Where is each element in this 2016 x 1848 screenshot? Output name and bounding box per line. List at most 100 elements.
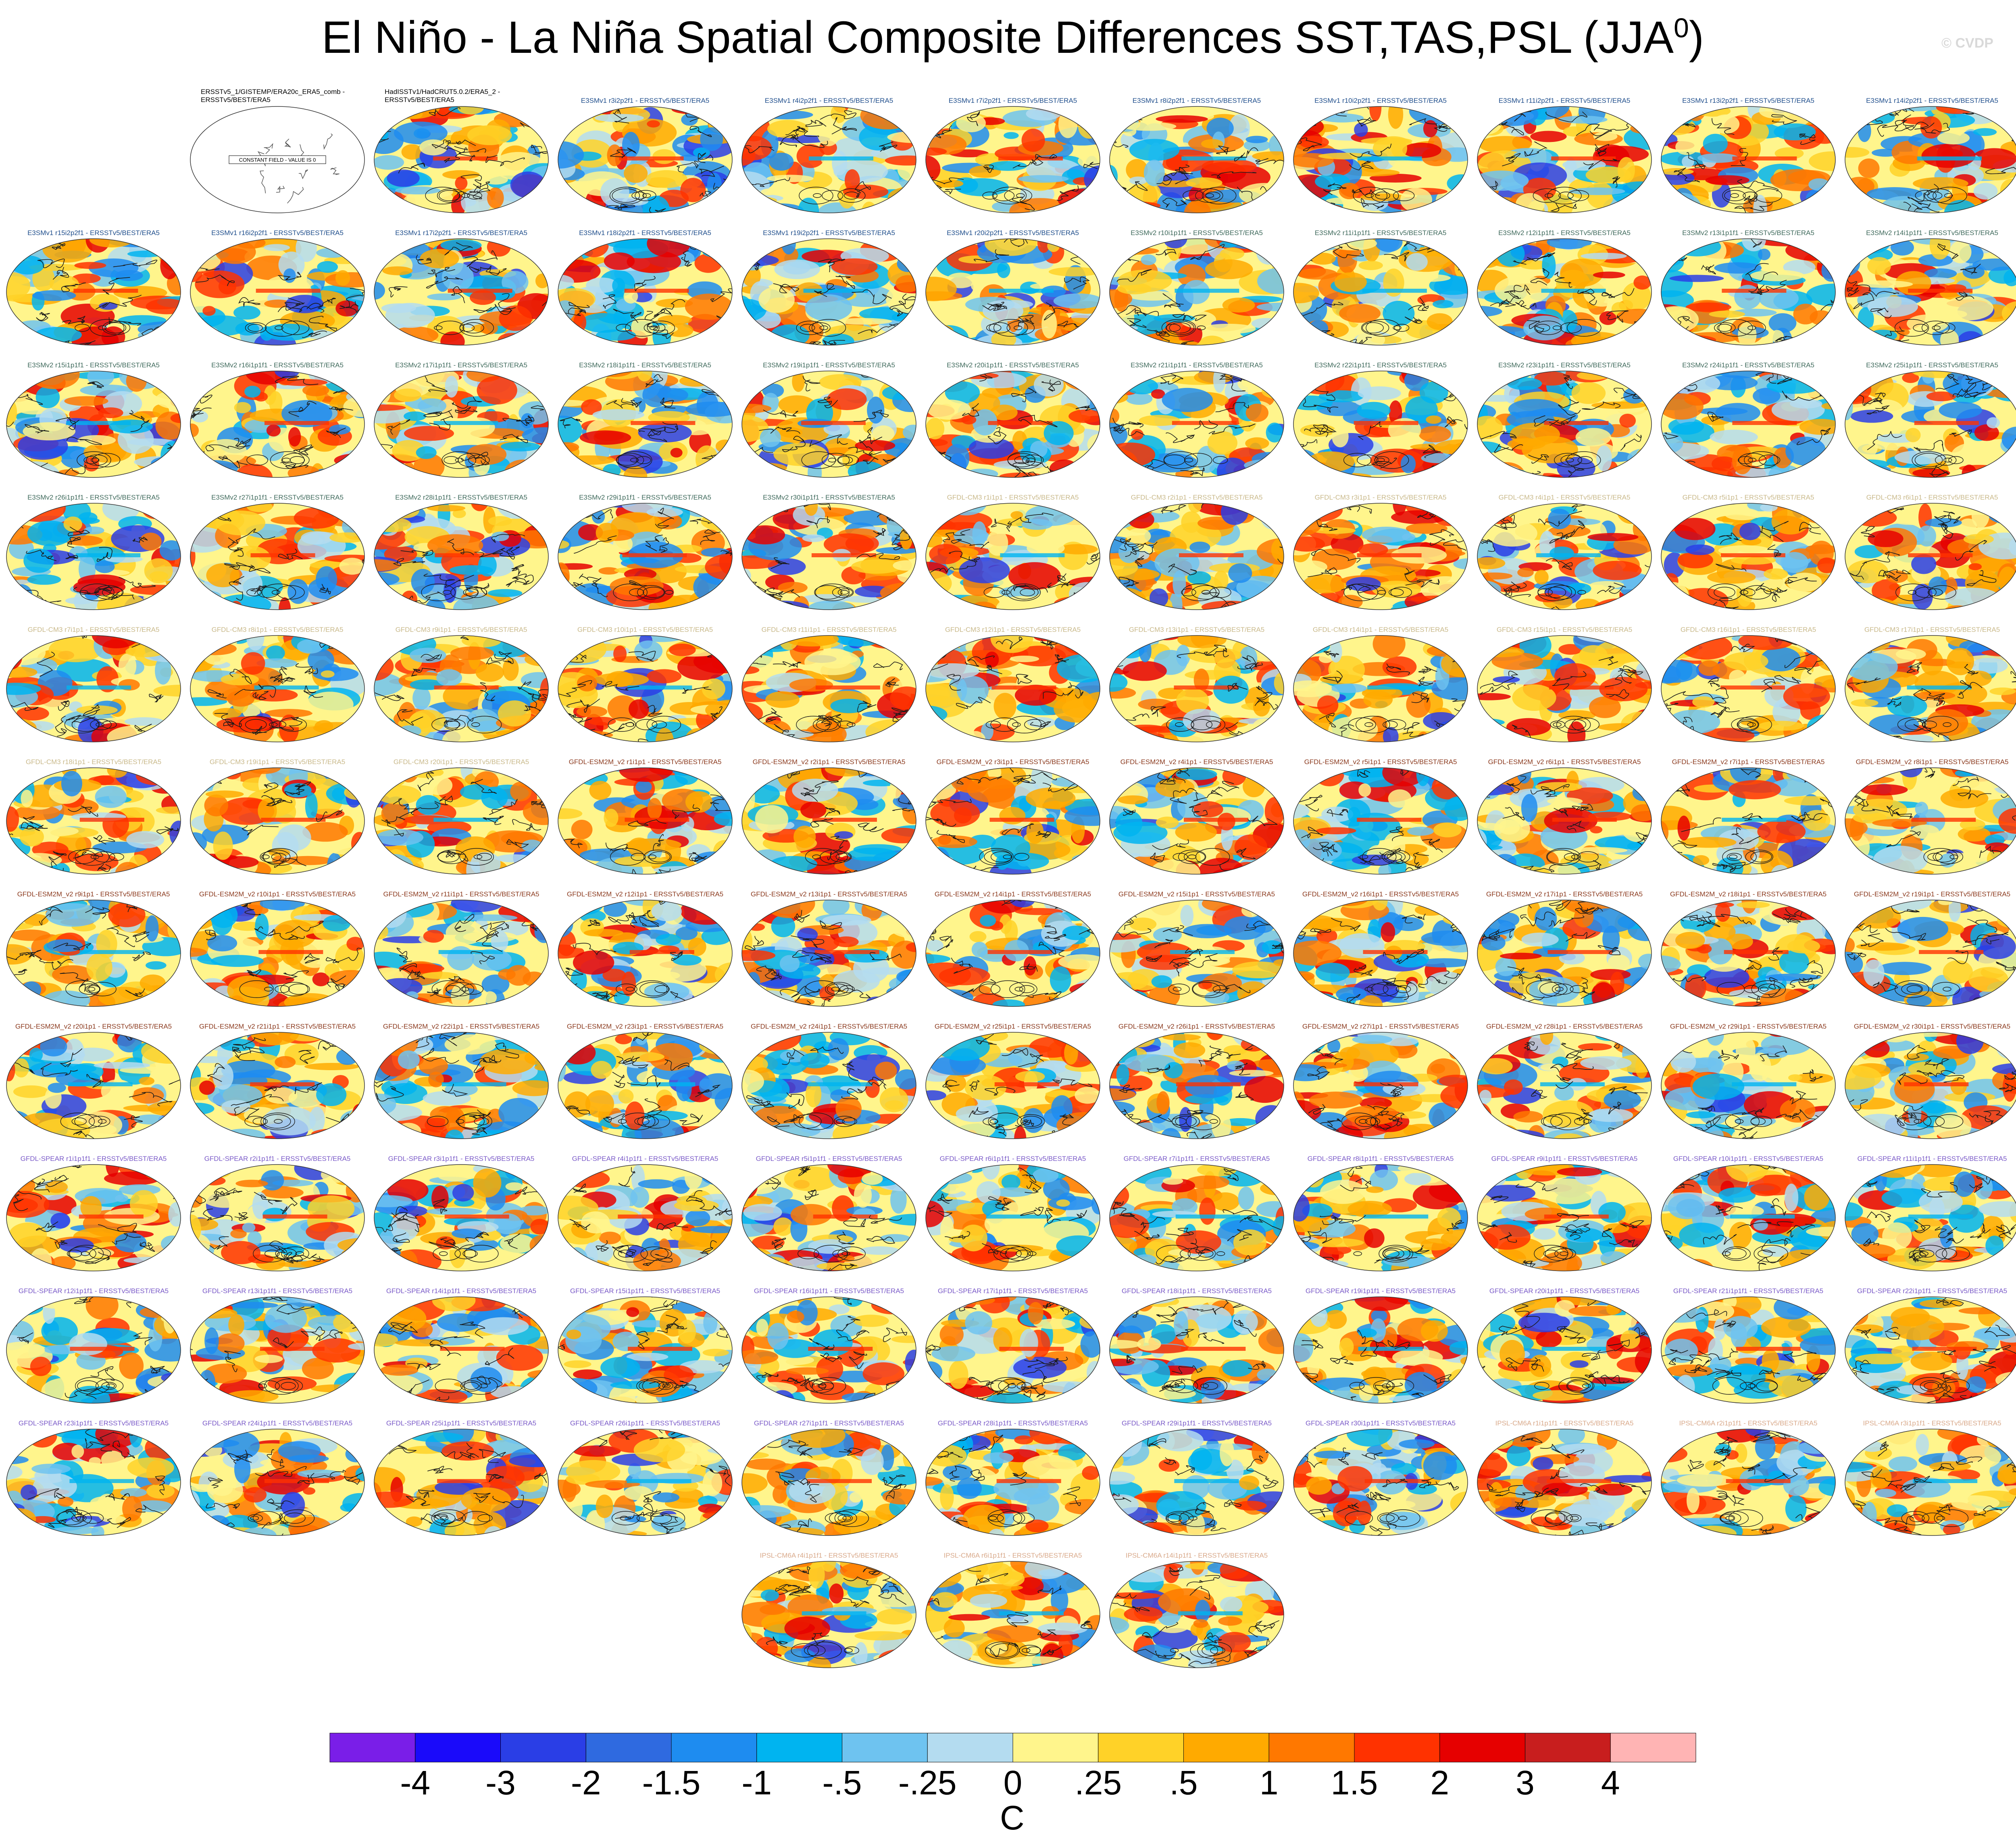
panel-title: GFDL-SPEAR r1i1p1f1 - ERSSTv5/BEST/ERA5 <box>20 1155 167 1163</box>
map-panel: GFDL-CM3 r19i1p1 - ERSSTv5/BEST/ERA5 <box>189 758 366 876</box>
map-outline <box>1661 767 1836 875</box>
global-map <box>374 238 549 346</box>
panel-title: GFDL-ESM2M_v2 r22i1p1 - ERSSTv5/BEST/ERA… <box>383 1023 540 1030</box>
map-panel: GFDL-ESM2M_v2 r10i1p1 - ERSSTv5/BEST/ERA… <box>189 890 366 1008</box>
map-panel: E3SMv2 r21i1p1f1 - ERSSTv5/BEST/ERA5 <box>1108 361 1285 479</box>
global-map <box>741 1561 916 1668</box>
global-map <box>1109 1296 1284 1404</box>
panel-title: E3SMv1 r19i2p2f1 - ERSSTv5/BEST/ERA5 <box>763 229 895 237</box>
map-panel: GFDL-ESM2M_v2 r14i1p1 - ERSSTv5/BEST/ERA… <box>924 890 1102 1008</box>
map-outline <box>741 1429 916 1536</box>
map-outline <box>1293 1032 1468 1139</box>
map-outline <box>6 767 181 875</box>
map-outline <box>1845 635 2016 742</box>
global-map <box>558 767 733 875</box>
global-map <box>1661 1429 1836 1536</box>
map-panel: GFDL-SPEAR r22i1p1f1 - ERSSTv5/BEST/ERA5 <box>1843 1287 2016 1405</box>
map-outline <box>190 767 365 875</box>
map-outline <box>6 1032 181 1139</box>
map-panel: GFDL-ESM2M_v2 r21i1p1 - ERSSTv5/BEST/ERA… <box>189 1023 366 1140</box>
map-outline <box>1661 1429 1836 1536</box>
global-map <box>925 106 1100 213</box>
panel-title: GFDL-CM3 r14i1p1 - ERSSTv5/BEST/ERA5 <box>1312 626 1449 633</box>
map-panel: E3SMv2 r10i1p1f1 - ERSSTv5/BEST/ERA5 <box>1108 229 1285 347</box>
colorbar-tick-label: 1 <box>1260 1764 1279 1802</box>
global-map <box>925 503 1100 610</box>
global-map <box>558 635 733 742</box>
map-panel: IPSL-CM6A r2i1p1f1 - ERSSTv5/BEST/ERA5 <box>1660 1419 1837 1537</box>
map-outline <box>1477 900 1652 1007</box>
global-map <box>6 767 181 875</box>
global-map <box>1109 503 1284 610</box>
panel-title: GFDL-SPEAR r11i1p1f1 - ERSSTv5/BEST/ERA5 <box>1857 1155 2007 1163</box>
map-panel: GFDL-CM3 r11i1p1 - ERSSTv5/BEST/ERA5 <box>740 626 918 744</box>
colorbar-tick-label: 4 <box>1601 1764 1620 1802</box>
panel-title: GFDL-ESM2M_v2 r21i1p1 - ERSSTv5/BEST/ERA… <box>199 1023 356 1030</box>
panel-title: E3SMv1 r14i2p2f1 - ERSSTv5/BEST/ERA5 <box>1866 97 1998 104</box>
map-outline <box>190 635 365 742</box>
map-outline <box>1477 1032 1652 1139</box>
panel-title: GFDL-CM3 r10i1p1 - ERSSTv5/BEST/ERA5 <box>577 626 713 633</box>
map-panel: GFDL-SPEAR r10i1p1f1 - ERSSTv5/BEST/ERA5 <box>1660 1155 1837 1273</box>
map-panel: E3SMv1 r17i2p2f1 - ERSSTv5/BEST/ERA5 <box>373 229 550 347</box>
global-map <box>1845 635 2016 742</box>
map-outline <box>6 1429 181 1536</box>
map-panel: GFDL-SPEAR r3i1p1f1 - ERSSTv5/BEST/ERA5 <box>373 1155 550 1273</box>
map-outline <box>1477 1296 1652 1404</box>
global-map <box>6 1032 181 1139</box>
global-map <box>1109 1429 1284 1536</box>
panel-title: E3SMv1 r15i2p2f1 - ERSSTv5/BEST/ERA5 <box>27 229 160 237</box>
map-panel: GFDL-SPEAR r25i1p1f1 - ERSSTv5/BEST/ERA5 <box>373 1419 550 1537</box>
panel-title: GFDL-ESM2M_v2 r1i1p1 - ERSSTv5/BEST/ERA5 <box>569 758 722 766</box>
map-outline <box>374 767 549 875</box>
map-outline <box>1845 503 2016 610</box>
global-map <box>1477 635 1652 742</box>
global-map <box>6 238 181 346</box>
cvdp-watermark: © CVDP <box>1941 35 1993 51</box>
map-panel: ERSSTv5_1/GISTEMP/ERA20c_ERA5_comb - ERS… <box>189 88 366 215</box>
map-outline <box>741 900 916 1007</box>
global-map <box>374 1429 549 1536</box>
panel-title: GFDL-ESM2M_v2 r2i1p1 - ERSSTv5/BEST/ERA5 <box>752 758 906 766</box>
map-panel: GFDL-CM3 r9i1p1 - ERSSTv5/BEST/ERA5 <box>373 626 550 744</box>
global-map <box>741 635 916 742</box>
colorbar-swatch <box>927 1733 1013 1763</box>
panel-title: E3SMv2 r12i1p1f1 - ERSSTv5/BEST/ERA5 <box>1498 229 1631 237</box>
global-map <box>190 1296 365 1404</box>
map-panel: GFDL-ESM2M_v2 r27i1p1 - ERSSTv5/BEST/ERA… <box>1292 1023 1469 1140</box>
map-panel: GFDL-SPEAR r28i1p1f1 - ERSSTv5/BEST/ERA5 <box>924 1419 1102 1537</box>
global-map <box>190 900 365 1007</box>
map-outline <box>1845 1032 2016 1139</box>
global-map <box>925 238 1100 346</box>
map-outline <box>925 1032 1100 1139</box>
panel-title: GFDL-CM3 r1i1p1 - ERSSTv5/BEST/ERA5 <box>947 494 1079 501</box>
colorbar-tick-label: .5 <box>1169 1764 1198 1802</box>
map-panel: GFDL-CM3 r1i1p1 - ERSSTv5/BEST/ERA5 <box>924 494 1102 611</box>
panel-title: E3SMv2 r30i1p1f1 - ERSSTv5/BEST/ERA5 <box>763 494 895 501</box>
global-map <box>6 503 181 610</box>
map-outline <box>925 635 1100 742</box>
panel-title: GFDL-ESM2M_v2 r9i1p1 - ERSSTv5/BEST/ERA5 <box>17 890 170 898</box>
global-map <box>925 635 1100 742</box>
global-map <box>1661 371 1836 478</box>
map-outline <box>1845 1164 2016 1271</box>
map-outline <box>741 1296 916 1404</box>
colorbar-swatch <box>1098 1733 1184 1763</box>
map-outline <box>1477 1429 1652 1536</box>
global-map <box>1477 1164 1652 1271</box>
global-map <box>190 1164 365 1271</box>
map-panel: HadISSTv1/HadCRUT5.0.2/ERA5_2 - ERSSTv5/… <box>373 88 550 215</box>
panel-title: GFDL-SPEAR r30i1p1f1 - ERSSTv5/BEST/ERA5 <box>1305 1419 1456 1427</box>
global-map <box>1845 900 2016 1007</box>
map-panel: E3SMv2 r22i1p1f1 - ERSSTv5/BEST/ERA5 <box>1292 361 1469 479</box>
map-outline <box>1477 503 1652 610</box>
map-panel: E3SMv2 r12i1p1f1 - ERSSTv5/BEST/ERA5 <box>1476 229 1653 347</box>
map-panel: GFDL-SPEAR r7i1p1f1 - ERSSTv5/BEST/ERA5 <box>1108 1155 1285 1273</box>
map-panel: GFDL-SPEAR r18i1p1f1 - ERSSTv5/BEST/ERA5 <box>1108 1287 1285 1405</box>
panel-title: GFDL-SPEAR r26i1p1f1 - ERSSTv5/BEST/ERA5 <box>570 1419 721 1427</box>
global-map <box>190 1429 365 1536</box>
panel-title: GFDL-ESM2M_v2 r16i1p1 - ERSSTv5/BEST/ERA… <box>1302 890 1459 898</box>
map-panel: GFDL-CM3 r15i1p1 - ERSSTv5/BEST/ERA5 <box>1476 626 1653 744</box>
colorbar-tick-label: -2 <box>571 1764 601 1802</box>
panel-title: E3SMv2 r23i1p1f1 - ERSSTv5/BEST/ERA5 <box>1498 361 1631 369</box>
